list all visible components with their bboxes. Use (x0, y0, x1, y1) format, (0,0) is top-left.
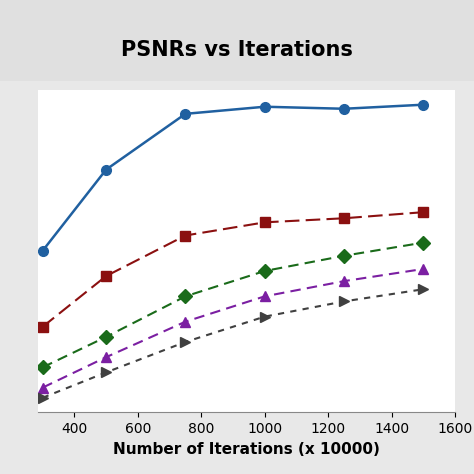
Text: PSNRs vs Iterations: PSNRs vs Iterations (121, 40, 353, 60)
X-axis label: Number of Iterations (x 10000): Number of Iterations (x 10000) (113, 442, 380, 456)
